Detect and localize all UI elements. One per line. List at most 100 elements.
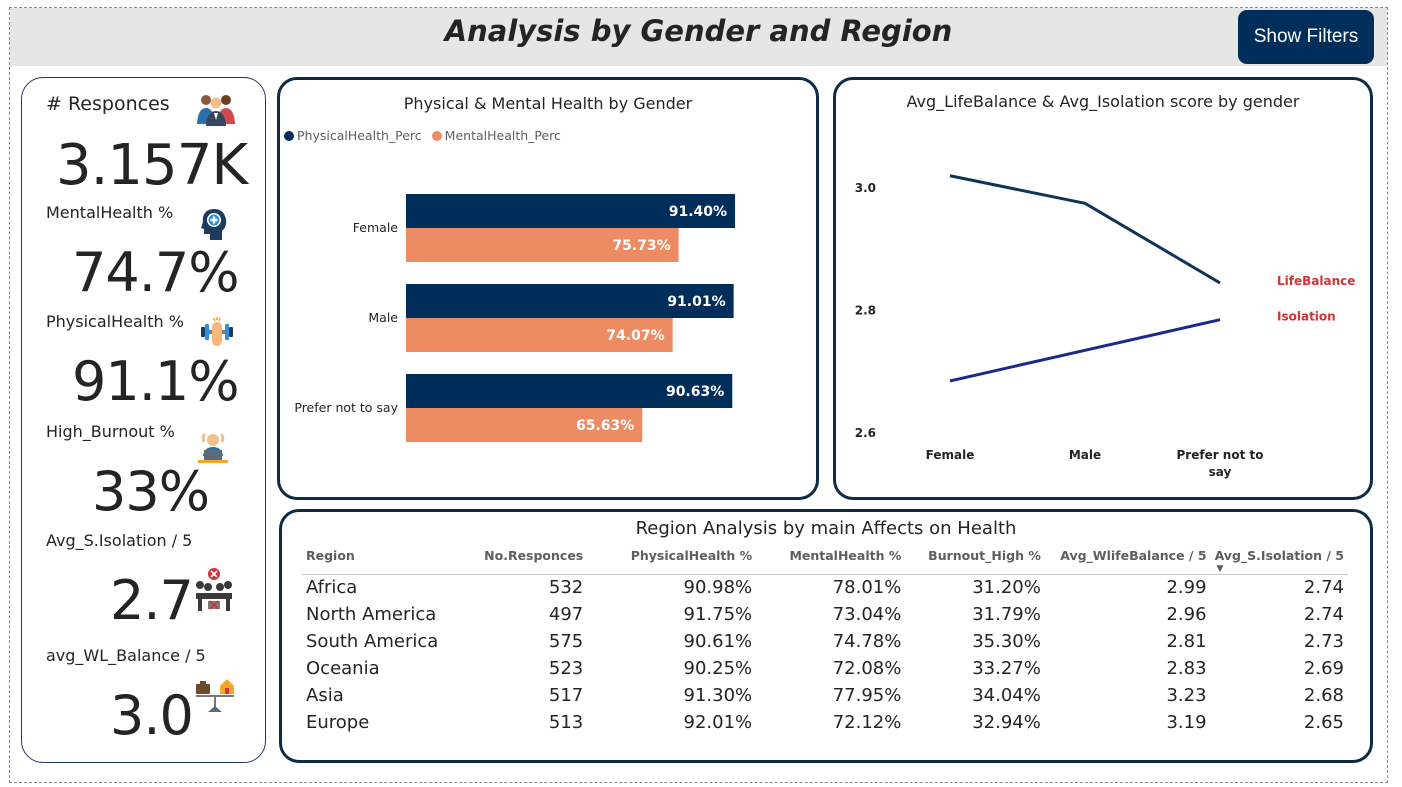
bar-chart-card: Physical & Mental Health by Gender Physi… (277, 77, 819, 500)
table-cell: 72.08% (832, 658, 902, 679)
kpi-isolation-value: 2.7 (110, 569, 194, 632)
table-cell: 497 (548, 604, 584, 625)
column-header-wlbalance[interactable]: Avg_WlifeBalance / 5 (1044, 544, 1211, 575)
y-tick-label: 2.8 (855, 304, 876, 318)
kpi-wlbalance-label: avg_WL_Balance / 5 (46, 646, 206, 665)
bar-data-label: 91.01% (667, 294, 725, 310)
table-row[interactable]: Europe 513 92.01% 72.12% 32.94% 3.19 2.65 (302, 710, 1348, 737)
table-cell: 91.30% (683, 685, 753, 706)
kpi-responces-label: # Responces (46, 93, 170, 115)
table-cell-region: Oceania (306, 658, 380, 679)
kpi-responces-value: 3.157K (56, 133, 248, 198)
table-cell: 72.12% (832, 712, 902, 733)
column-header-region[interactable]: Region (302, 544, 443, 575)
bar-chart-title: Physical & Mental Health by Gender (403, 94, 693, 113)
head-brain-icon (201, 209, 227, 240)
table-cell: 2.83 (1166, 658, 1207, 679)
line-lifebalance[interactable] (949, 174, 1221, 285)
region-table-card: Region Analysis by main Affects on Healt… (279, 509, 1373, 763)
legend-item-physical[interactable]: PhysicalHealth_Perc (284, 128, 422, 143)
x-tick-label: Male (1069, 448, 1101, 462)
table-cell: 73.04% (832, 604, 902, 625)
series-label-lifebalance: LifeBalance (1277, 274, 1355, 288)
table-cell: 3.19 (1166, 712, 1207, 733)
line-chart-card: Avg_LifeBalance & Avg_Isolation score by… (833, 77, 1373, 500)
table-row[interactable]: Oceania 523 90.25% 72.08% 33.27% 2.83 2.69 (302, 656, 1348, 683)
table-cell-region: Europe (306, 712, 370, 733)
kpi-burnout-value: 33% (92, 460, 210, 523)
kpi-burnout-label: High_Burnout % (46, 422, 175, 441)
bar-physical[interactable] (406, 194, 736, 228)
bar-data-label: 75.73% (612, 238, 670, 254)
table-row[interactable]: North America 497 91.75% 73.04% 31.79% 2.96 2.… (302, 602, 1348, 629)
kpi-mentalhealth-label: MentalHealth % (46, 203, 174, 222)
table-cell: 523 (548, 658, 584, 679)
column-header-physical[interactable]: PhysicalHealth % (587, 544, 757, 575)
show-filters-button[interactable]: Show Filters (1238, 10, 1374, 64)
legend-dot-mental (431, 130, 442, 141)
bar-data-label: 65.63% (576, 418, 634, 434)
table-cell: 2.73 (1303, 631, 1344, 652)
table-cell: 32.94% (972, 712, 1041, 733)
bar-data-label: 91.40% (669, 204, 727, 220)
table-cell: 78.01% (832, 577, 902, 599)
kpi-physicalhealth-value: 91.1% (72, 350, 240, 413)
table-cell: 2.96 (1166, 604, 1207, 625)
table-cell: 3.23 (1166, 685, 1207, 706)
bar-chart-legend: PhysicalHealth_Perc MentalHealth_Perc (284, 128, 561, 143)
region-table: Region No.Responces PhysicalHealth % Men… (302, 544, 1348, 737)
table-cell: 2.74 (1303, 577, 1344, 599)
column-header-isolation[interactable]: Avg_S.Isolation / 5 ▼ (1210, 544, 1348, 575)
table-cell-region: Asia (306, 685, 344, 706)
series-label-isolation: Isolation (1277, 310, 1336, 324)
table-row[interactable]: South America 575 90.61% 74.78% 35.30% 2.81 2.… (302, 629, 1348, 656)
table-cell: 90.98% (683, 577, 753, 599)
x-tick-label: Prefer not to say (1177, 448, 1264, 479)
y-tick-label: 3.0 (855, 181, 876, 195)
y-tick-label: 2.6 (855, 426, 876, 440)
column-header-mental[interactable]: MentalHealth % (756, 544, 906, 575)
bar-mental[interactable] (406, 228, 679, 262)
header-band (10, 8, 1387, 66)
line-chart-plot: 3.0 2.8 2.6 Female Male Prefer not to say LifeB… (855, 174, 1355, 479)
legend-item-mental[interactable]: MentalHealth_Perc (431, 128, 561, 143)
legend-dot-physical (284, 130, 294, 141)
bar-category-label: Male (368, 310, 398, 325)
bar-mental[interactable] (406, 408, 643, 442)
table-cell: 74.78% (832, 631, 902, 652)
bar-mental[interactable] (406, 318, 673, 352)
report-frame (9, 7, 1388, 783)
sort-descending-icon[interactable]: ▼ (1216, 564, 1224, 574)
table-cell: 90.25% (683, 658, 753, 679)
page-title: Analysis by Gender and Region (444, 14, 953, 48)
line-isolation[interactable] (949, 318, 1221, 383)
table-cell: 34.04% (972, 685, 1041, 706)
table-cell: 92.01% (683, 712, 753, 733)
stressed-worker-icon (198, 432, 228, 463)
table-cell: 2.69 (1303, 658, 1344, 679)
table-header-row: Region No.Responces PhysicalHealth % Men… (302, 544, 1348, 575)
column-header-isolation-label: Avg_S.Isolation / 5 (1214, 548, 1344, 563)
table-cell: 35.30% (972, 631, 1041, 652)
table-cell-region: North America (306, 604, 437, 625)
legend-label-physical: PhysicalHealth_Perc (297, 128, 422, 143)
table-cell: 31.79% (972, 604, 1041, 625)
kpi-physicalhealth-label: PhysicalHealth % (46, 312, 184, 331)
column-header-burnout[interactable]: Burnout_High % (905, 544, 1045, 575)
table-cell: 91.75% (683, 604, 753, 625)
bar-data-label: 74.07% (606, 328, 664, 344)
bar-physical[interactable] (406, 284, 734, 318)
dumbbell-icon (201, 317, 233, 346)
column-header-responces[interactable]: No.Responces (442, 544, 588, 575)
table-cell-region: South America (306, 631, 439, 652)
bar-chart-plot: Female 91.40% 75.73% Male 91.01% 74.07% Prefer… (294, 194, 736, 442)
bar-physical[interactable] (406, 374, 733, 408)
table-cell: 532 (548, 577, 584, 599)
isolation-meeting-icon (196, 568, 232, 611)
bar-category-label: Female (353, 220, 399, 235)
table-row[interactable]: Africa 532 90.98% 78.01% 31.20% 2.99 2.74 (302, 575, 1348, 602)
table-cell: 33.27% (972, 658, 1041, 679)
table-cell-region: Africa (306, 577, 358, 599)
table-row[interactable]: Asia 517 91.30% 77.95% 34.04% 3.23 2.68 (302, 683, 1348, 710)
table-cell: 2.65 (1303, 712, 1344, 733)
